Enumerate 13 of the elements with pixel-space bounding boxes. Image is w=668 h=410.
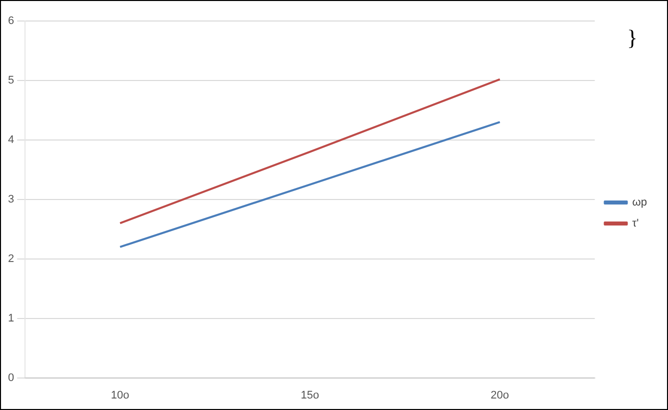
y-tick-label: 4 (8, 134, 14, 146)
y-tick-label: 6 (8, 15, 14, 28)
y-tick-label: 3 (8, 193, 14, 206)
y-tick-label: 0 (8, 372, 14, 384)
legend-label: τ' (632, 218, 639, 230)
y-tick-label: 5 (8, 74, 14, 86)
y-tick-label: 2 (8, 252, 14, 265)
x-tick-label: 10o (110, 389, 130, 402)
y-tick-label: 1 (8, 312, 14, 324)
x-tick-label: 15o (300, 389, 320, 402)
text: } (627, 25, 638, 51)
x-tick-label: 20o (490, 389, 510, 402)
legend-label: ωp (632, 196, 648, 209)
